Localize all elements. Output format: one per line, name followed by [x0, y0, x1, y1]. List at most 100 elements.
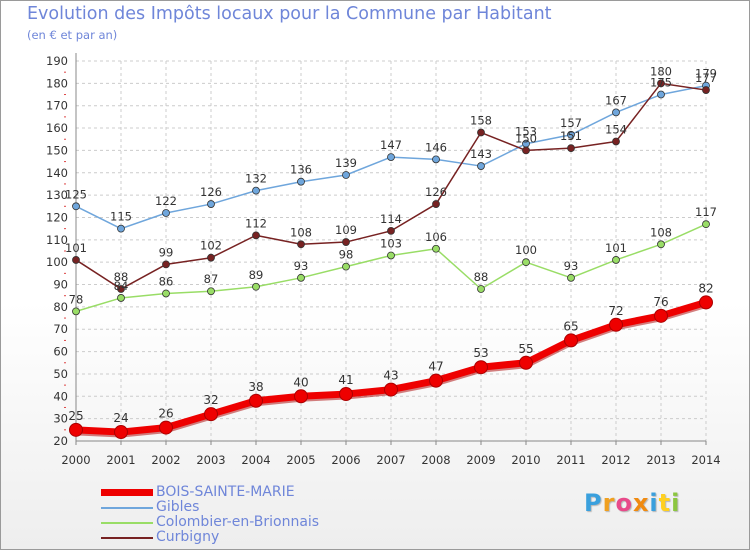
data-label: 112 — [245, 216, 267, 230]
data-point — [114, 425, 128, 440]
data-label: 87 — [204, 272, 219, 286]
data-point — [612, 137, 620, 146]
data-point — [69, 422, 83, 437]
data-label: 99 — [159, 245, 174, 259]
data-label: 32 — [203, 393, 218, 407]
data-label: 43 — [383, 369, 398, 383]
data-point — [564, 333, 578, 348]
data-point — [207, 253, 215, 262]
data-label: 72 — [608, 304, 623, 318]
data-label: 41 — [338, 373, 353, 387]
legend-item: Colombier-en-Brionnais — [101, 515, 361, 529]
data-label: 40 — [293, 375, 308, 389]
data-point — [72, 307, 80, 316]
chart-subtitle: (en € et par an) — [27, 28, 118, 42]
legend-item: BOIS-SAINTE-MARIE — [101, 485, 361, 499]
data-label: 65 — [563, 319, 578, 333]
data-label: 93 — [564, 259, 579, 273]
data-point — [384, 382, 398, 397]
data-point — [702, 86, 710, 94]
data-label: 98 — [339, 248, 354, 262]
data-label: 147 — [380, 138, 402, 152]
x-tick-label: 2000 — [61, 453, 90, 467]
y-tick-label: 20 — [53, 434, 68, 448]
data-label: 136 — [290, 163, 312, 177]
data-point — [252, 282, 260, 291]
data-label: 157 — [560, 116, 582, 130]
data-label: 47 — [428, 360, 443, 374]
data-label: 146 — [425, 140, 447, 154]
logo-letter: x — [632, 489, 650, 517]
logo-letter: i — [671, 489, 681, 517]
data-point — [387, 226, 395, 235]
data-label: 115 — [110, 210, 132, 224]
y-tick-label: 190 — [46, 54, 68, 68]
data-label: 101 — [65, 241, 87, 255]
data-label: 180 — [650, 64, 672, 78]
data-point — [567, 273, 575, 282]
data-point — [519, 355, 533, 370]
legend-label: Colombier-en-Brionnais — [156, 514, 320, 530]
legend-swatch — [101, 507, 153, 509]
data-point — [429, 373, 443, 388]
data-label: 122 — [155, 194, 177, 208]
data-label: 102 — [200, 239, 222, 253]
y-tick-label: 50 — [53, 367, 68, 381]
data-point — [522, 146, 530, 155]
data-point — [522, 258, 530, 267]
data-point — [567, 130, 575, 139]
x-tick-label: 2004 — [241, 453, 270, 467]
grid — [75, 60, 707, 442]
legend-item: Curbigny — [101, 530, 361, 544]
data-point — [612, 108, 620, 117]
y-tick-label: 80 — [53, 300, 68, 314]
data-label: 151 — [560, 129, 582, 143]
x-tick-label: 2010 — [511, 453, 540, 467]
y-tick-label: 30 — [53, 412, 68, 426]
data-label: 106 — [425, 230, 447, 244]
data-point — [432, 244, 440, 253]
data-point — [249, 393, 263, 408]
data-point — [567, 144, 575, 153]
data-label: 25 — [68, 409, 83, 423]
data-point — [252, 186, 260, 195]
x-tick-label: 2011 — [556, 453, 585, 467]
x-tick-label: 2001 — [106, 453, 135, 467]
y-tick-label: 140 — [46, 166, 68, 180]
data-label: 53 — [473, 346, 488, 360]
data-point — [207, 200, 215, 208]
data-point — [162, 209, 170, 217]
data-label: 143 — [470, 147, 492, 161]
data-label: 101 — [605, 241, 627, 255]
axes: 20 30 40 50 60 70 80 90 100 110 120 130 140 150 160 170… — [46, 53, 721, 467]
data-label: 38 — [248, 380, 263, 394]
data-point — [297, 273, 305, 282]
data-label: 26 — [158, 407, 173, 421]
data-label: 158 — [470, 114, 492, 128]
data-point — [297, 177, 305, 186]
chart-title: Evolution des Impôts locaux pour la Comm… — [27, 4, 552, 24]
data-point — [117, 294, 125, 302]
data-point — [162, 260, 170, 269]
legend-label: Curbigny — [156, 529, 220, 545]
data-point — [702, 220, 710, 229]
data-point — [387, 153, 395, 162]
legend-swatch — [101, 537, 153, 539]
x-tick-label: 2009 — [466, 453, 495, 467]
y-tick-label: 40 — [53, 389, 68, 403]
data-point — [477, 128, 485, 137]
y-tick-label: 150 — [46, 143, 68, 157]
data-labels: 25 24 26 32 38 40 41 43 47 53 55 65 72 76 82 125 115 122 1… — [65, 64, 717, 425]
data-label: 154 — [605, 122, 627, 136]
proxiti-logo: Proxiti — [584, 489, 680, 517]
data-label: 139 — [335, 156, 357, 170]
x-tick-label: 2008 — [421, 453, 450, 467]
data-label: 132 — [245, 172, 267, 186]
data-label: 82 — [698, 281, 713, 295]
data-label: 84 — [114, 279, 129, 293]
data-point — [72, 202, 80, 211]
x-tick-label: 2007 — [376, 453, 405, 467]
data-label: 126 — [425, 185, 447, 199]
data-label: 24 — [113, 411, 128, 425]
